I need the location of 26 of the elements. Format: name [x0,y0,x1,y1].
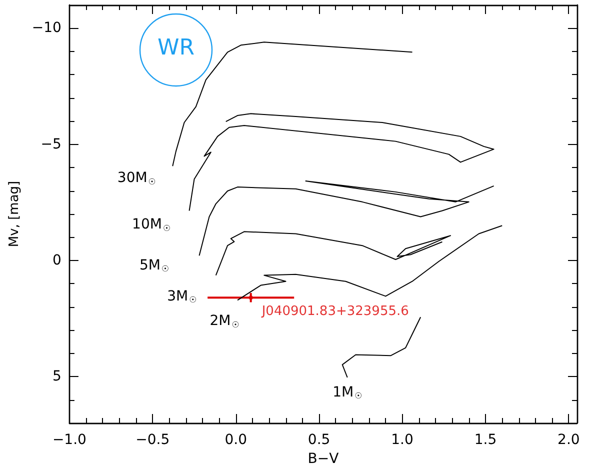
y-tick-label: −10 [32,20,62,36]
y-tick-label: 0 [52,252,62,268]
y-tick-label: −5 [40,136,62,152]
annotation: WR [157,36,195,60]
x-tick-label: −0.5 [136,432,170,448]
x-tick-label: 1.0 [391,432,414,448]
text: 5M☉ [139,258,169,274]
line-series [342,316,422,378]
x-tick-label: 0.5 [308,432,330,448]
y-tick-label: 5 [52,368,62,385]
line-series [215,231,452,276]
series-label: 30M☉ [117,170,156,186]
x-tick-label: −1.0 [52,432,86,448]
series-label: J040901.83+323955.6 [260,304,409,320]
series-label: 2M☉ [210,313,240,330]
x-tick-label: 2.0 [558,432,580,448]
x-axis-title: B−V [308,450,340,467]
x-tick-label: 0.0 [224,432,247,448]
series-label: 3M☉ [167,288,197,304]
line-series [198,180,494,256]
line-series [237,225,503,301]
series-label: 10M☉ [132,216,170,233]
y-axis-title: Mv, [mag] [7,180,22,248]
line-series [188,113,494,212]
x-tick-label: 1.5 [474,432,497,448]
series-label: 1M☉ [332,384,362,401]
